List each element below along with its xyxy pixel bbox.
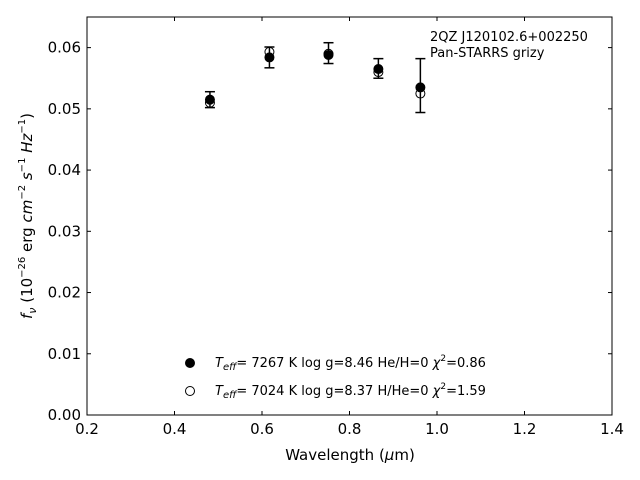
y-tick-label: 0.05 (48, 100, 81, 118)
legend-entry-2: Teff= 7024 K log g=8.37 H/He=0 χ2=1.59 (215, 382, 486, 401)
y-tick-label: 0.02 (48, 284, 81, 302)
x-tick-label: 0.6 (250, 420, 274, 438)
annotation-survey: Pan-STARRS grizy (430, 46, 545, 61)
model-point-filled (373, 64, 384, 75)
axis-ticks: 0.2 0.4 0.6 0.8 1.0 1.2 1.4 0.00 0.01 0.02 0.03 0.0… (48, 17, 624, 438)
y-tick-label: 0.00 (48, 406, 81, 424)
x-tick-label: 0.4 (163, 420, 187, 438)
plot-frame (86, 16, 613, 416)
x-tick-label: 1.2 (513, 420, 537, 438)
x-tick-label: 0.2 (75, 420, 99, 438)
x-tick-label: 1.0 (425, 420, 449, 438)
plot-marks (204, 41, 426, 114)
y-tick-label: 0.01 (48, 345, 81, 363)
legend-marker-filled (185, 358, 195, 368)
x-axis-label: Wavelength (μm) (285, 446, 415, 464)
y-tick-label: 0.06 (48, 39, 81, 57)
x-tick-label: 1.4 (600, 420, 624, 438)
y-tick-label: 0.03 (48, 222, 81, 240)
model-point-filled (264, 52, 275, 63)
legend-entry-1: Teff= 7267 K log g=8.46 He/H=0 χ2=0.86 (215, 354, 486, 373)
model-point-filled (204, 94, 215, 105)
y-tick-label: 0.04 (48, 161, 81, 179)
model-point-filled (415, 82, 426, 93)
legend-marker-open (185, 386, 195, 396)
legend: Teff= 7267 K log g=8.46 He/H=0 χ2=0.86 T… (185, 354, 486, 401)
annotation-object: 2QZ J120102.6+002250 (430, 30, 588, 45)
y-axis-label: fν (10−26 erg cm−2 s−1 Hz−1) (17, 113, 39, 319)
model-point-filled (323, 49, 334, 60)
x-tick-label: 0.8 (338, 420, 362, 438)
